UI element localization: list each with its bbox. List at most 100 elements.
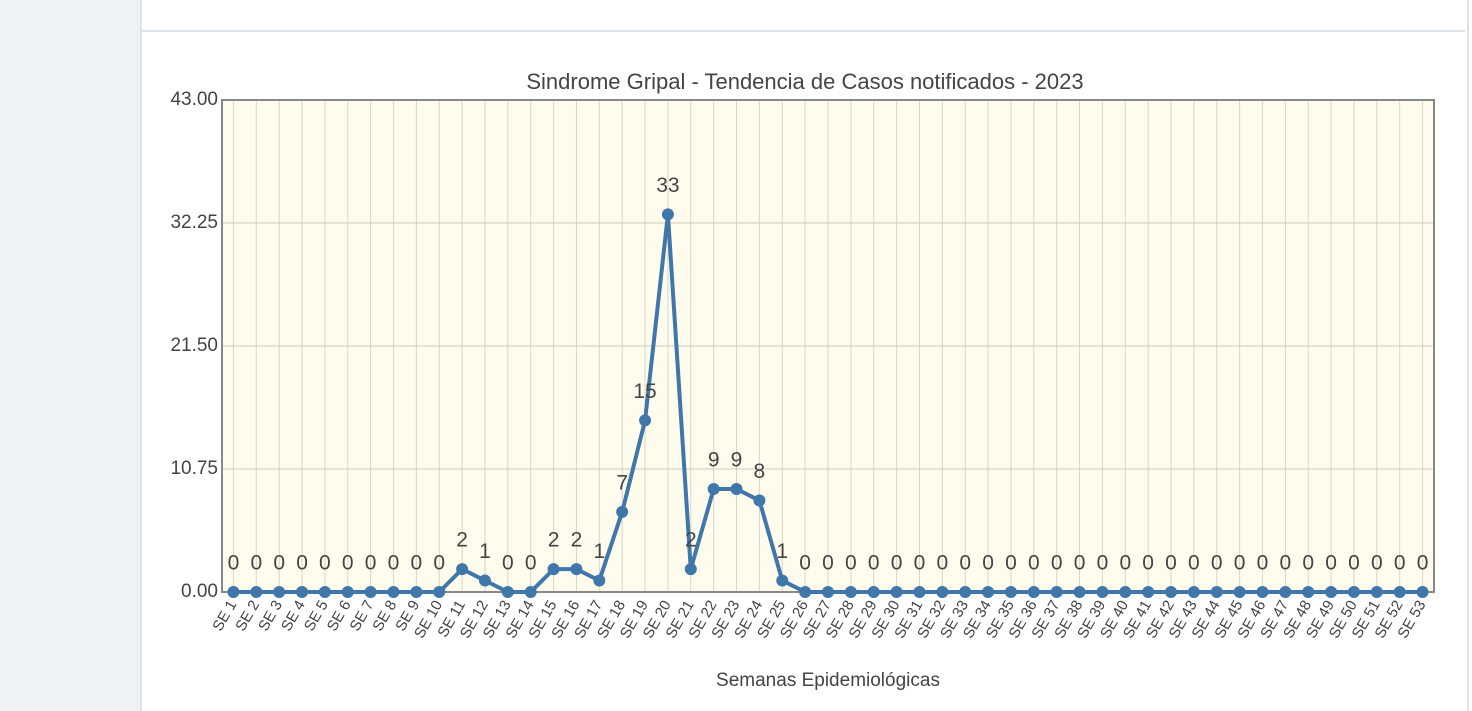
point <box>341 586 354 598</box>
data-label: 0 <box>1302 552 1314 575</box>
data-label: 0 <box>1234 552 1246 575</box>
point <box>982 586 995 598</box>
point <box>1325 586 1338 598</box>
point <box>616 505 629 518</box>
data-label: 0 <box>1325 552 1337 575</box>
data-label: 0 <box>228 552 240 575</box>
point <box>1233 586 1246 598</box>
data-label: 2 <box>456 529 468 552</box>
data-label: 0 <box>1074 552 1086 575</box>
panel-border <box>140 30 1465 32</box>
point <box>936 586 949 598</box>
y-tick-label: 32.25 <box>170 212 218 233</box>
point <box>1302 586 1315 598</box>
point <box>890 586 903 598</box>
x-axis-title: Semanas Epidemiológicas <box>716 670 940 691</box>
data-label: 0 <box>936 552 948 575</box>
point <box>364 586 377 598</box>
point <box>1256 586 1269 598</box>
data-label: 0 <box>273 552 285 575</box>
data-label: 9 <box>731 449 743 472</box>
data-label: 33 <box>656 174 679 197</box>
data-label: 0 <box>433 552 445 575</box>
data-label: 0 <box>1051 552 1063 575</box>
point <box>1210 586 1223 598</box>
data-label: 0 <box>1211 552 1223 575</box>
point <box>1119 586 1132 598</box>
sidebar <box>0 0 140 711</box>
point <box>250 586 263 598</box>
point <box>547 563 560 576</box>
data-label: 0 <box>1394 552 1406 575</box>
point <box>1279 586 1292 598</box>
data-label: 0 <box>891 552 903 575</box>
y-tick-label: 10.75 <box>170 458 218 479</box>
data-label: 7 <box>616 471 628 494</box>
point <box>1187 586 1200 598</box>
data-label: 0 <box>525 552 537 575</box>
data-label: 0 <box>1142 552 1154 575</box>
point <box>639 414 652 427</box>
point <box>867 586 880 598</box>
data-label: 0 <box>822 552 834 575</box>
point <box>456 563 469 576</box>
point <box>1416 586 1429 598</box>
point <box>1050 586 1063 598</box>
data-label: 0 <box>319 552 331 575</box>
point <box>433 586 446 598</box>
point <box>593 574 606 587</box>
point <box>410 586 423 598</box>
data-label: 0 <box>845 552 857 575</box>
point <box>227 586 240 598</box>
point <box>799 586 812 598</box>
data-label: 15 <box>633 380 656 403</box>
point <box>1096 586 1109 598</box>
point <box>1393 586 1406 598</box>
data-label: 0 <box>868 552 880 575</box>
point <box>1142 586 1155 598</box>
data-label: 0 <box>342 552 354 575</box>
y-tick-label: 21.50 <box>170 335 218 356</box>
data-label: 0 <box>1165 552 1177 575</box>
data-label: 0 <box>1417 552 1429 575</box>
data-label: 1 <box>479 540 491 563</box>
point <box>387 586 400 598</box>
data-label: 0 <box>296 552 308 575</box>
point <box>273 586 286 598</box>
point <box>684 563 697 576</box>
point <box>822 586 834 598</box>
point <box>1165 586 1178 598</box>
point <box>913 586 926 598</box>
point <box>730 483 743 496</box>
data-label: 0 <box>388 552 400 575</box>
data-label: 0 <box>1188 552 1200 575</box>
y-tick-label: 0.00 <box>181 581 218 602</box>
data-label: 2 <box>571 529 583 552</box>
data-label: 0 <box>959 552 971 575</box>
data-label: 0 <box>411 552 423 575</box>
point <box>296 586 309 598</box>
data-label: 2 <box>685 529 697 552</box>
point <box>524 586 537 598</box>
point <box>570 563 583 576</box>
data-label: 0 <box>1348 552 1360 575</box>
data-label: 0 <box>250 552 262 575</box>
data-label: 0 <box>1257 552 1269 575</box>
data-label: 0 <box>1371 552 1383 575</box>
point <box>661 208 674 221</box>
point <box>753 494 766 507</box>
y-tick-label: 43.00 <box>170 89 218 110</box>
point <box>844 586 857 598</box>
point <box>1347 586 1360 598</box>
data-label: 0 <box>1097 552 1109 575</box>
point <box>318 586 331 598</box>
data-label: 0 <box>1028 552 1040 575</box>
point <box>1370 586 1383 598</box>
data-label: 0 <box>1280 552 1292 575</box>
data-label: 0 <box>365 552 377 575</box>
data-label: 9 <box>708 449 720 472</box>
data-label: 0 <box>982 552 994 575</box>
data-label: 2 <box>548 529 560 552</box>
